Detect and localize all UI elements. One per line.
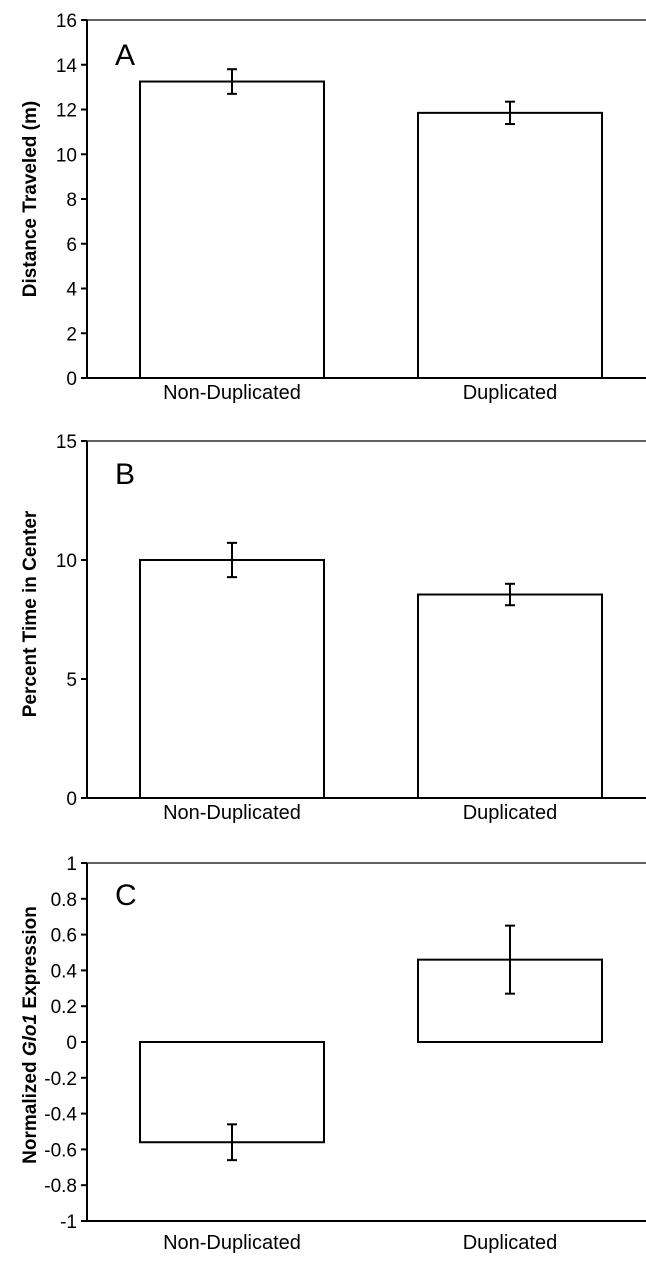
panel-a-y-tick-label: 2 (66, 324, 77, 345)
panel-a-y-tick-label: 6 (66, 235, 77, 256)
panel-c-y-axis-label-part-1: Normalized (20, 1056, 41, 1164)
panel-c-y-tick-label: 1 (66, 854, 77, 875)
panel-c-y-axis-label-gene: Glo1 (20, 1014, 41, 1056)
panel-a-y-tick-label: 0 (66, 369, 77, 390)
panel-c-y-tick-label: -0.2 (44, 1069, 77, 1090)
panel-b-y-tick-label: 15 (56, 432, 77, 453)
panel-a-bar-2 (417, 111, 603, 379)
panel-b-bar-1 (139, 559, 325, 799)
panel-c-y-tick-label: 0.2 (51, 997, 77, 1018)
panel-a-y-tick-label: 4 (66, 280, 77, 301)
panel-a: A Distance Traveled (m) 0 2 4 6 8 10 12 14 16 Non… (20, 11, 646, 404)
panel-a-y-tick-label: 14 (56, 56, 78, 77)
panel-a-y-tick-label: 10 (56, 145, 77, 166)
panel-c-letter: C (115, 879, 137, 912)
panel-c-y-tick-label: 0.6 (51, 926, 77, 947)
panel-b: B Percent Time in Center 0 5 10 15 Non-Dupli… (20, 432, 646, 824)
panel-a-error-bar-1 (227, 68, 237, 95)
panel-b-category-label: Duplicated (463, 802, 558, 824)
panel-b-category-label: Non-Duplicated (163, 802, 301, 824)
panel-b-y-tick-label: 0 (66, 789, 77, 810)
panel-c-y-tick-label: -0.4 (44, 1105, 77, 1126)
panel-b-y-axis-label: Percent Time in Center (20, 510, 41, 717)
panel-b-y-tick-label: 5 (66, 670, 77, 691)
panel-c-y-tick-label: -0.6 (44, 1140, 77, 1161)
panel-a-y-tick-label: 8 (66, 190, 77, 211)
panel-c-error-bar-1 (227, 1123, 237, 1162)
panel-a-error-bar-2 (505, 100, 515, 126)
panel-c-y-tick-label: 0.4 (51, 961, 78, 982)
panel-c-y-tick-label: 0.8 (51, 890, 77, 911)
panel-a-category-label: Non-Duplicated (163, 382, 301, 404)
panel-c-y-axis-label: Normalized Glo1 Expression (20, 906, 41, 1164)
panel-a-letter: A (115, 39, 135, 72)
panel-c-y-tick-label: 0 (66, 1033, 77, 1054)
panel-a-y-tick-label: 12 (56, 101, 77, 122)
panel-b-error-bar-2 (505, 582, 515, 607)
panel-c: C Normalized Glo1 Expression -1-0.8-0.6-… (20, 854, 646, 1254)
panel-b-letter: B (115, 458, 135, 491)
panel-a-y-axis-label: Distance Traveled (m) (20, 101, 41, 297)
panel-b-error-bar-1 (227, 541, 237, 579)
panel-a-y-tick-label: 16 (56, 11, 77, 32)
panel-c-category-label: Duplicated (463, 1232, 558, 1254)
panel-a-bar-1 (139, 80, 325, 379)
panel-b-y-tick-label: 10 (56, 551, 77, 572)
panel-c-error-bar-2 (505, 924, 515, 995)
panel-c-y-tick-label: -1 (60, 1212, 77, 1233)
panel-c-category-label: Non-Duplicated (163, 1232, 301, 1254)
panel-a-category-label: Duplicated (463, 382, 558, 404)
panel-c-plot: -1 -0.8 -0.6 -0.4 -0.2 0 0.2 0.4 0.6 0.8 1 Non-Dupl… (44, 854, 646, 1254)
panel-b-bar-2 (417, 593, 603, 800)
panel-c-y-tick-label: -0.8 (44, 1176, 77, 1197)
panel-c-y-axis-label-part-2: Expression (20, 906, 41, 1014)
panel-a-plot: 0 2 4 6 8 10 12 14 16 Non-Duplicated Duplicated (56, 11, 646, 404)
panel-b-plot: 0 5 10 15 Non-Duplicated Duplicated (56, 432, 646, 824)
